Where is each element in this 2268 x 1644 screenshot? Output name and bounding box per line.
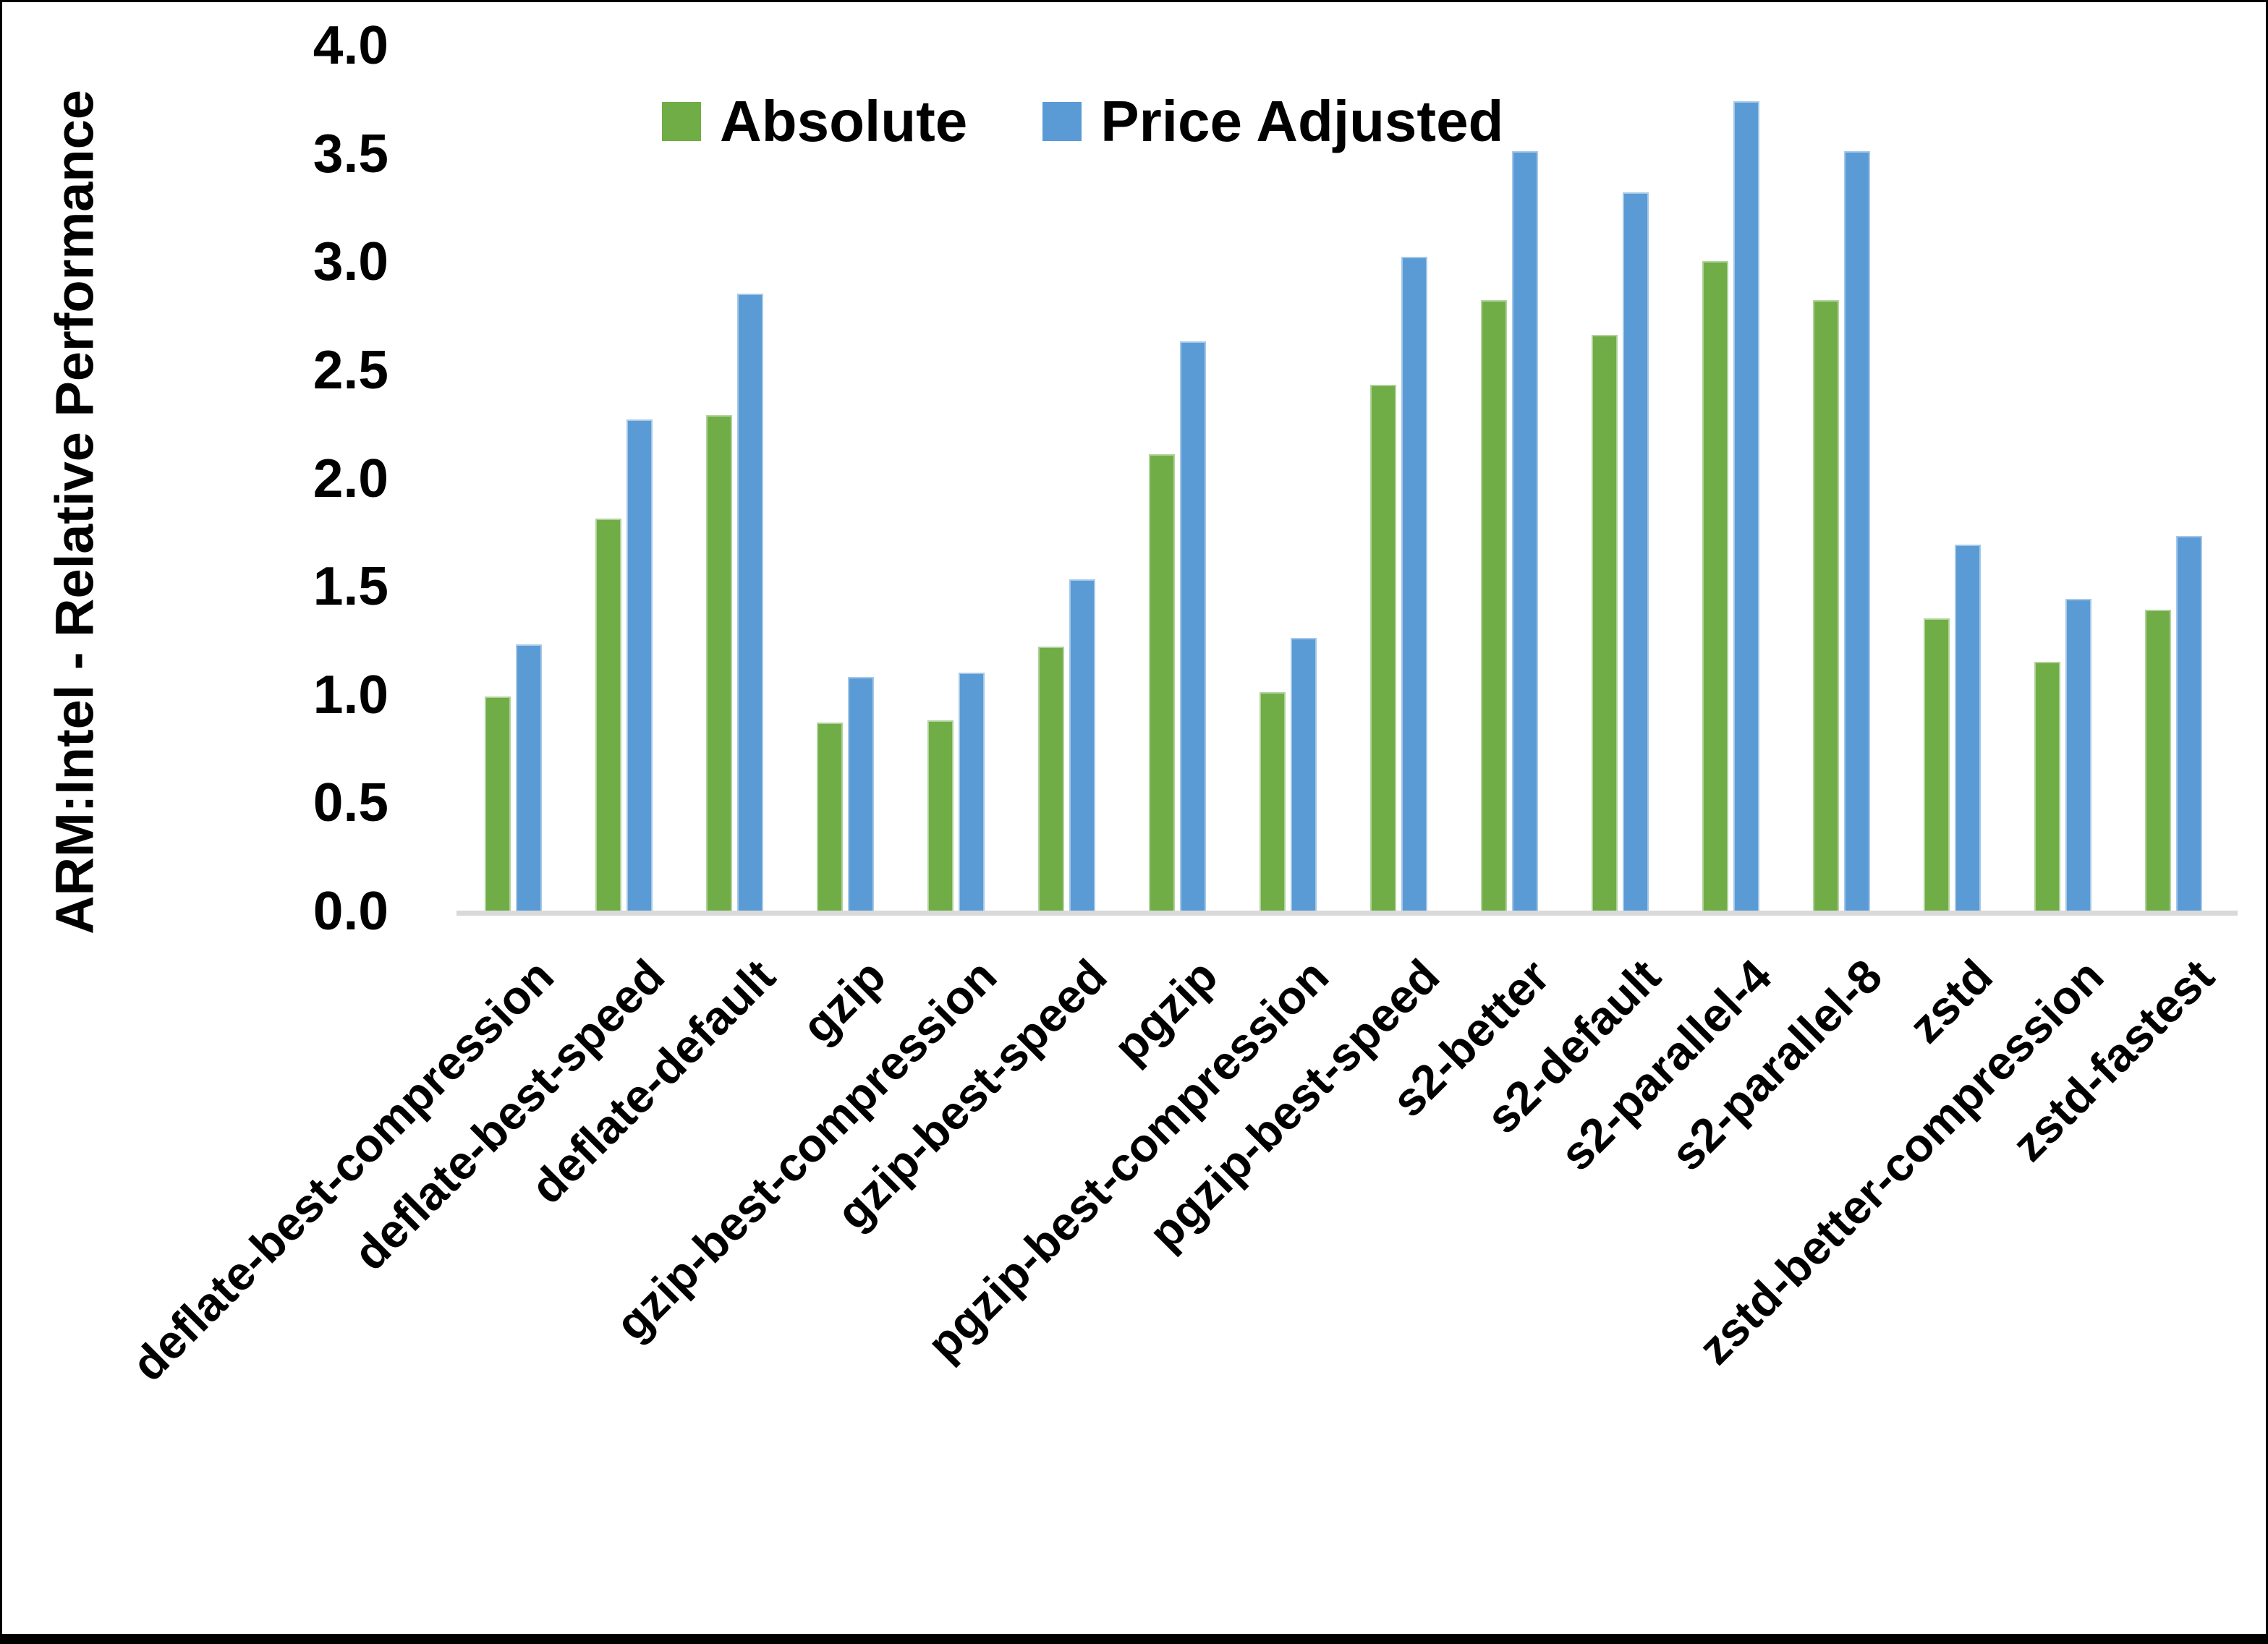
bar-price-adjusted-pgzip-best-compression: [1291, 637, 1317, 911]
bar-price-adjusted-gzip-best-compression: [959, 672, 985, 911]
bar-price-adjusted-s2-parallel-4: [1733, 101, 1759, 911]
bar-price-adjusted-gzip: [848, 676, 874, 911]
bar-price-adjusted-gzip-best-speed: [1069, 579, 1095, 911]
legend-label-absolute: Absolute: [720, 89, 968, 153]
y-tick-label-2.0: 2.0: [313, 447, 388, 508]
bar-price-adjusted-pgzip: [1180, 341, 1206, 911]
bar-absolute-zstd-better-compression: [2034, 661, 2060, 911]
bar-absolute-deflate-best-compression: [485, 696, 511, 911]
legend-entry-absolute: Absolute: [662, 83, 967, 160]
bar-absolute-zstd-fastest: [2145, 610, 2171, 911]
legend-swatch-icon-absolute: [662, 102, 701, 141]
plot-area: [456, 45, 2238, 916]
y-axis-title: ARM:Intel - Relative Performance: [44, 90, 105, 934]
bar-price-adjusted-deflate-default: [737, 294, 763, 911]
bar-price-adjusted-pgzip-best-speed: [1401, 257, 1427, 911]
y-tick-label-0.0: 0.0: [313, 880, 388, 941]
x-axis-line: [456, 911, 2238, 916]
legend: Absolute Price Adjusted: [662, 83, 1503, 160]
bar-absolute-pgzip: [1149, 453, 1175, 911]
bar-absolute-deflate-default: [706, 414, 732, 911]
bar-price-adjusted-deflate-best-speed: [627, 419, 653, 911]
bar-absolute-pgzip-best-speed: [1370, 384, 1396, 911]
bar-absolute-zstd: [1924, 618, 1950, 911]
y-tick-label-3.0: 3.0: [313, 231, 388, 292]
y-tick-label-3.5: 3.5: [313, 122, 388, 184]
category-label-deflate-best-compression: deflate-best-compression: [121, 949, 564, 1392]
bar-absolute-gzip: [817, 722, 843, 911]
y-tick-label-1.0: 1.0: [313, 663, 388, 725]
bar-price-adjusted-zstd: [1955, 545, 1981, 911]
bar-absolute-gzip-best-compression: [927, 720, 954, 911]
bar-absolute-s2-default: [1592, 335, 1618, 911]
bar-absolute-s2-parallel-4: [1702, 261, 1728, 911]
y-tick-label-2.5: 2.5: [313, 338, 388, 400]
y-tick-label-4.0: 4.0: [313, 14, 388, 75]
bar-absolute-gzip-best-speed: [1038, 646, 1064, 911]
bar-absolute-pgzip-best-compression: [1260, 691, 1286, 911]
legend-swatch-icon-price-adjusted: [1042, 102, 1082, 141]
bar-absolute-s2-parallel-8: [1813, 300, 1839, 911]
bar-price-adjusted-zstd-better-compression: [2065, 599, 2091, 911]
bar-price-adjusted-s2-default: [1623, 192, 1649, 911]
y-tick-label-1.5: 1.5: [313, 555, 388, 617]
legend-label-price-adjusted: Price Adjusted: [1100, 89, 1504, 153]
y-tick-label-0.5: 0.5: [313, 772, 388, 833]
bar-absolute-deflate-best-speed: [595, 519, 621, 911]
bar-price-adjusted-s2-parallel-8: [1844, 150, 1870, 911]
bar-price-adjusted-s2-better: [1512, 150, 1538, 911]
bar-absolute-s2-better: [1481, 300, 1507, 911]
bar-price-adjusted-deflate-best-compression: [516, 644, 542, 911]
bar-price-adjusted-zstd-fastest: [2176, 536, 2202, 911]
legend-entry-price-adjusted: Price Adjusted: [1042, 83, 1503, 160]
